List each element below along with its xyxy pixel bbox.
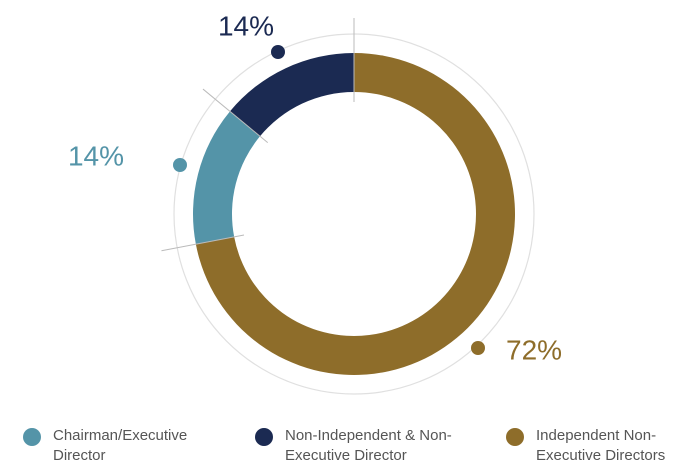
chart: 14% 14% 72% — [68, 10, 562, 395]
donut-segment — [192, 111, 260, 245]
legend-label: Chairman/Executive Director — [53, 427, 188, 464]
segment-divider — [161, 234, 245, 252]
label-dot — [271, 45, 285, 59]
donut-segment — [229, 53, 354, 137]
value-label: 72% — [506, 334, 562, 365]
legend-item: Independent Non-Executive Directors — [506, 426, 696, 466]
legend-item: Chairman/Executive Director — [23, 426, 228, 466]
value-label: 14% — [68, 140, 124, 171]
legend-label: Non-Independent & Non-Executive Director — [285, 427, 452, 464]
legend-swatch — [23, 428, 41, 446]
label-dot — [471, 341, 485, 355]
value-label: 14% — [218, 10, 274, 41]
legend-item: Non-Independent & Non-Executive Director — [255, 426, 480, 466]
segment-divider — [202, 88, 269, 143]
label-dot — [173, 158, 187, 172]
legend-swatch — [255, 428, 273, 446]
legend-swatch — [506, 428, 524, 446]
legend-label: Independent Non-Executive Directors — [536, 427, 666, 464]
